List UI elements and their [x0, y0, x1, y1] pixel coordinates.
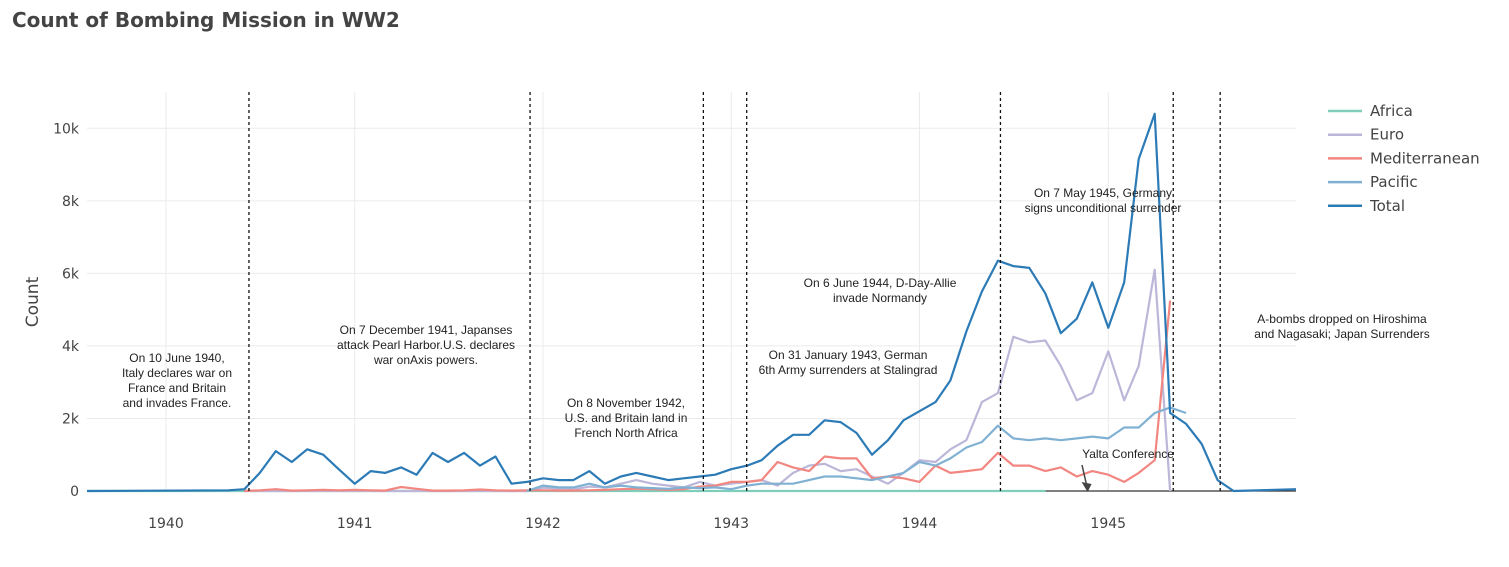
yalta-annotation: Yalta Conference: [1082, 447, 1174, 461]
event-annotation: On 31 January 1943, German 6th Army surre…: [759, 348, 938, 377]
event-annotation: A-bombs dropped on Hiroshima and Nagasaki…: [1254, 312, 1429, 341]
event-annotation-line: signs unconditional surrender: [1025, 201, 1182, 215]
x-tick-label: 1940: [148, 516, 184, 532]
y-tick-label: 2k: [62, 411, 80, 427]
x-tick-label: 1945: [1090, 516, 1126, 532]
event-annotation-line: On 7 December 1941, Japanses: [340, 323, 513, 337]
y-axis-label: Count: [23, 276, 43, 327]
x-axis-ticks: 1940 1941 1942 1943 1944 1945: [148, 516, 1126, 532]
legend[interactable]: Africa Euro Mediterranean Pacific Total: [1328, 102, 1480, 215]
x-tick-label: 1941: [337, 516, 373, 532]
event-annotation: On 8 November 1942, U.S. and Britain land…: [565, 396, 688, 440]
event-annotation: On 7 December 1941, Japanses attack Pearl…: [337, 323, 515, 367]
event-annotation: On 7 May 1945, Germany signs unconditiona…: [1025, 186, 1182, 215]
y-tick-label: 4k: [62, 339, 80, 355]
legend-label: Total: [1369, 197, 1405, 215]
event-annotation-line: Italy declares war on: [122, 366, 232, 380]
event-annotation-line: A-bombs dropped on Hiroshima: [1257, 312, 1427, 326]
series-line-mediterranean: [244, 300, 1172, 493]
legend-label: Pacific: [1370, 173, 1418, 191]
x-tick-label: 1944: [902, 516, 938, 532]
y-tick-label: 8k: [62, 194, 80, 210]
series-lines: [86, 112, 1297, 493]
yalta-arrow-line: [1081, 464, 1088, 486]
event-annotation-line: invade Normandy: [833, 291, 927, 305]
chart-title: Count of Bombing Mission in WW2: [12, 8, 400, 32]
event-annotation-line: On 7 May 1945, Germany: [1034, 186, 1172, 200]
legend-label: Mediterranean: [1370, 149, 1480, 167]
event-annotation-line: On 31 January 1943, German: [769, 348, 928, 362]
y-tick-label: 10k: [53, 121, 80, 137]
event-annotation-line: and invades France.: [123, 396, 232, 410]
event-annotation: On 6 June 1944, D-Day-Allie invade Norman…: [804, 276, 957, 305]
event-annotation-line: France and Britain: [128, 381, 226, 395]
y-tick-label: 6k: [62, 266, 80, 282]
legend-label: Euro: [1370, 126, 1404, 144]
legend-label: Africa: [1370, 102, 1413, 120]
series-line-total: [86, 112, 1297, 493]
event-annotation-line: On 8 November 1942,: [567, 396, 685, 410]
annotations: On 10 June 1940, Italy declares war on Fra…: [122, 186, 1430, 492]
series-line-euro: [244, 268, 1172, 493]
event-annotation-line: On 10 June 1940,: [129, 351, 224, 365]
event-annotation-line: French North Africa: [574, 426, 678, 440]
x-tick-label: 1942: [525, 516, 561, 532]
x-tick-label: 1943: [713, 516, 749, 532]
event-annotation-line: On 6 June 1944, D-Day-Allie: [804, 276, 957, 290]
event-lines: [248, 92, 1221, 491]
event-annotation-line: war onAxis powers.: [373, 353, 478, 367]
event-annotation-line: and Nagasaki; Japan Surrenders: [1254, 327, 1429, 341]
event-annotation-line: 6th Army surrenders at Stalingrad: [759, 363, 938, 377]
y-axis-ticks: 0 2k 4k 6k 8k 10k: [53, 121, 80, 500]
event-annotation-line: U.S. and Britain land in: [565, 411, 688, 425]
y-tick-label: 0: [70, 484, 79, 500]
grid-lines: [87, 92, 1296, 492]
event-annotation: On 10 June 1940, Italy declares war on Fra…: [122, 351, 232, 410]
yalta-arrow-head: [1081, 482, 1092, 492]
series-line-pacific: [526, 406, 1187, 493]
event-annotation-line: attack Pearl Harbor.U.S. declares: [337, 338, 515, 352]
